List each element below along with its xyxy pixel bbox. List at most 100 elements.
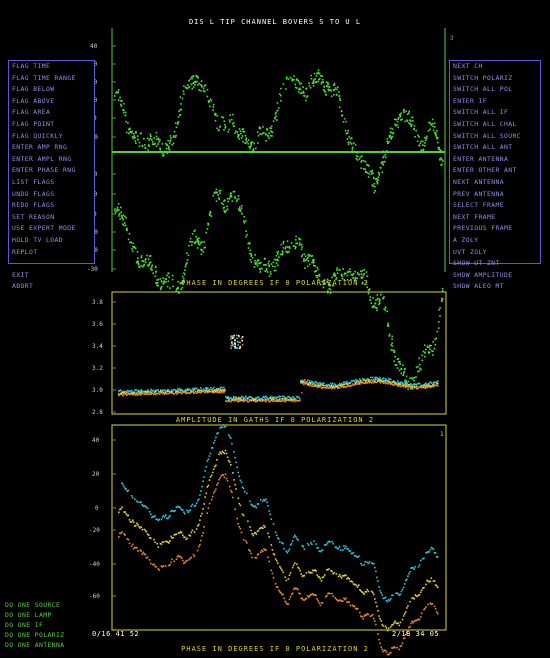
amplitude-point: [251, 399, 253, 401]
phase-bottom-point: [203, 246, 206, 249]
menu-item-flag-point[interactable]: FLAG POINT: [12, 119, 55, 128]
menu-item-abort[interactable]: ABORT: [12, 282, 34, 291]
amplitude-point: [388, 382, 390, 385]
amplitude-point: [357, 380, 359, 383]
phase-lower-point: [434, 584, 437, 586]
phase-lower-point: [287, 550, 290, 552]
amplitude-point: [218, 388, 220, 391]
phase-bottom-point: [305, 258, 308, 260]
phase-lower-point: [167, 517, 169, 520]
phase-top-point: [387, 142, 389, 145]
menu-item-prev-antenna[interactable]: PREV ANTENNA: [453, 189, 504, 198]
menu-item-switch-all-if[interactable]: SWITCH ALL IF: [453, 108, 509, 117]
phase-lower-point: [274, 582, 277, 585]
option-do-one-source[interactable]: DO ONE SOURCE: [5, 601, 61, 609]
option-do-one-lamp[interactable]: DO ONE LAMP: [5, 611, 52, 619]
menu-item-switch-all-pol[interactable]: SWITCH ALL POL: [453, 85, 513, 94]
menu-item-enter-ampl-rng[interactable]: ENTER AMPL RNG: [12, 154, 72, 163]
phase-bottom-point: [189, 237, 192, 240]
option-do-one-polariz[interactable]: DO ONE POLARIZ: [5, 631, 65, 639]
menu-item-enter-antenna[interactable]: ENTER ANTENNA: [453, 154, 509, 163]
menu-item-switch-all-ant[interactable]: SWITCH ALL ANT: [453, 143, 513, 152]
amplitude-point: [423, 386, 425, 389]
phase-top-point: [253, 142, 255, 145]
menu-item-flag-area[interactable]: FLAG AREA: [12, 108, 51, 117]
menu-item-hold-tv-load[interactable]: HOLD TV LOAD: [12, 235, 63, 244]
phase-top-point: [381, 171, 384, 173]
phase-lower-point: [431, 603, 434, 605]
phase-top-point: [115, 92, 117, 94]
phase-top-point: [408, 112, 410, 114]
phase-top-point: [378, 174, 380, 176]
amplitude-point: [268, 400, 270, 403]
menu-item-enter-amp-rng[interactable]: ENTER AMP RNG: [12, 143, 68, 152]
option-do-one-if[interactable]: DO ONE IF: [5, 621, 44, 629]
phase-lower-point: [358, 555, 360, 557]
menu-item-switch-all-sourc[interactable]: SWITCH ALL SOURC: [453, 131, 521, 140]
menu-item-enter-if[interactable]: ENTER IF: [453, 96, 487, 105]
phase-top-point: [302, 90, 305, 93]
menu-item-next-ch[interactable]: NEXT CH: [453, 62, 483, 70]
phase-bottom-point: [162, 277, 165, 279]
phase-lower-point: [157, 519, 160, 522]
phase-lower-point: [123, 486, 125, 488]
phase-bottom-point: [300, 248, 303, 250]
menu-item-exit[interactable]: EXIT: [12, 270, 29, 279]
phase-lower-point: [364, 614, 366, 616]
menu-item-next-antenna[interactable]: NEXT ANTENNA: [453, 177, 504, 186]
menu-item-set-reason[interactable]: SET REASON: [12, 212, 55, 221]
menu-item-flag-below[interactable]: FLAG BELOW: [12, 85, 55, 94]
menu-item-redo-flags[interactable]: REDO FLAGS: [12, 201, 55, 210]
phase-top-point: [242, 131, 245, 133]
menu-item-next-frame[interactable]: NEXT FRAME: [453, 212, 496, 221]
amplitude-point: [331, 385, 333, 387]
phase-top-point: [120, 105, 123, 107]
phase-lower-point: [157, 568, 160, 570]
phase-lower-point: [198, 523, 200, 526]
menu-item-flag-above[interactable]: FLAG ABOVE: [12, 96, 55, 105]
phase-bottom-point: [430, 344, 432, 347]
amplitude-point: [278, 400, 280, 403]
amplitude-point: [384, 379, 386, 382]
amplitude-point: [270, 397, 272, 400]
amplitude-point: [300, 381, 302, 383]
menu-item-switch-polariz[interactable]: SWITCH POLARIZ: [453, 73, 513, 82]
phase-bottom-point: [256, 259, 259, 261]
amplitude-point: [210, 390, 212, 393]
amplitude-point: [219, 390, 221, 392]
amplitude-point: [405, 384, 407, 387]
phase-lower-point: [210, 474, 213, 477]
menu-item-replot[interactable]: REPLOT: [12, 247, 38, 256]
menu-item-enter-phase-rng[interactable]: ENTER PHASE RNG: [12, 166, 76, 175]
menu-item-enter-other-ant[interactable]: ENTER OTHER ANT: [453, 166, 517, 175]
phase-lower-point: [320, 549, 323, 552]
phase-lower-point: [307, 570, 310, 573]
menu-item-list-flags[interactable]: LIST FLAGS: [12, 177, 55, 186]
menu-item-select-frame[interactable]: SELECT FRAME: [453, 201, 504, 210]
amplitude-point: [353, 384, 355, 387]
phase-top-point: [178, 110, 180, 113]
amplitude-point: [220, 386, 222, 389]
phase-lower-point: [305, 572, 308, 574]
menu-item-previous-frame[interactable]: PREVIOUS FRAME: [453, 224, 513, 233]
menu-item-flag-time[interactable]: FLAG TIME: [12, 62, 51, 70]
amplitude-point: [279, 399, 281, 402]
phase-lower-point: [304, 598, 307, 600]
menu-item-uvt-zoly[interactable]: UVT ZOLY: [453, 247, 487, 256]
menu-item-switch-all-chal[interactable]: SWITCH ALL CHAL: [453, 119, 517, 128]
amplitude-point: [122, 394, 124, 397]
menu-item-show-amplitude[interactable]: SHOW AMPLITUDE: [453, 270, 513, 279]
menu-item-flag-time-range[interactable]: FLAG TIME RANGE: [12, 73, 76, 82]
menu-item-a-zoly[interactable]: A ZOLY: [453, 235, 479, 244]
amplitude-point: [121, 391, 123, 393]
option-do-one-antenna[interactable]: DO ONE ANTENNA: [5, 641, 65, 649]
menu-item-use-expert-mode[interactable]: USE EXPERT MODE: [12, 224, 76, 233]
phase-top-point: [251, 150, 254, 153]
menu-item-undo-flags[interactable]: UNDO FLAGS: [12, 189, 55, 198]
phase-bottom-point: [418, 370, 421, 372]
amplitude-point: [364, 378, 366, 381]
menu-item-flag-quickly[interactable]: FLAG QUICKLY: [12, 131, 63, 140]
menu-item-show-aleo-mt[interactable]: SHOW ALEO MT: [453, 282, 504, 291]
menu-item-show-ut-znt[interactable]: SHOW UT ZNT: [453, 259, 500, 268]
